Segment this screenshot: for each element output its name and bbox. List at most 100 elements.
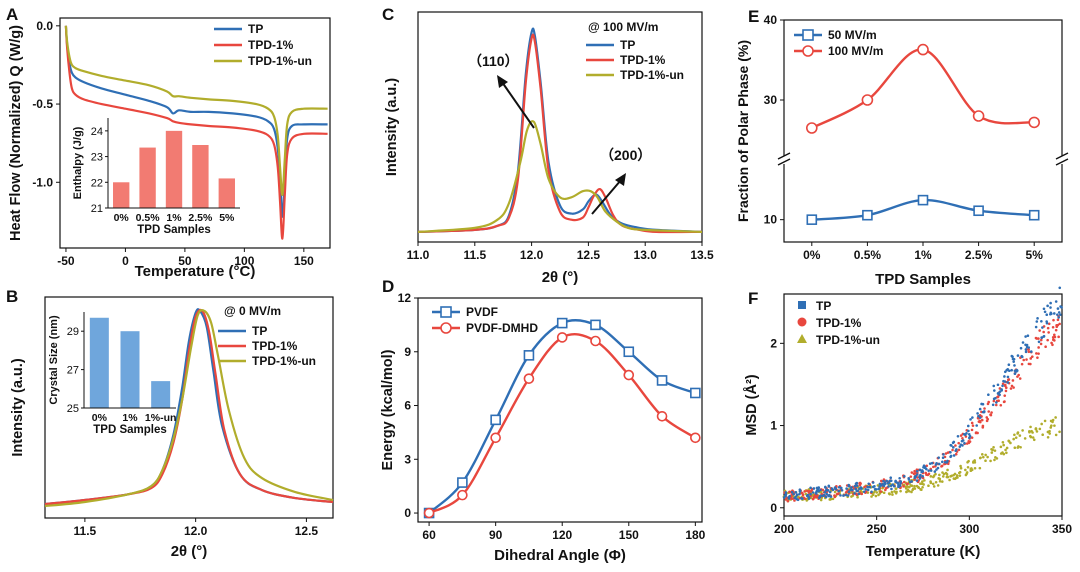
panel-a: -50 0 50 100 150 0.0 -0.5 -1.0 Temperature (°C) H… bbox=[6, 5, 331, 280]
legend-entry: TPD-1% bbox=[252, 339, 298, 353]
data-point bbox=[490, 414, 501, 426]
panel-b-x-tick-label: 11.5 bbox=[74, 524, 97, 538]
scatter-point bbox=[854, 487, 858, 491]
scatter-point bbox=[967, 459, 970, 463]
scatter-point bbox=[1003, 383, 1007, 387]
scatter-point bbox=[868, 485, 872, 489]
panel-e-y-axis-label: Fraction of Polar Phase (%) bbox=[735, 40, 751, 222]
scatter-point bbox=[827, 485, 831, 488]
scatter-point bbox=[942, 453, 945, 456]
panel-b-x-tick-label: 12.0 bbox=[184, 524, 208, 538]
scatter-point bbox=[959, 443, 963, 446]
inset-x-tick-label: 1% bbox=[122, 412, 138, 424]
scatter-point bbox=[929, 475, 933, 478]
scatter-point bbox=[1039, 342, 1043, 346]
scatter-point bbox=[1035, 430, 1039, 433]
scatter-point bbox=[976, 412, 979, 415]
scatter-point bbox=[860, 487, 863, 490]
panel-b-x-tick-label: 12.5 bbox=[295, 524, 319, 538]
scatter-point bbox=[1046, 326, 1050, 330]
scatter-point bbox=[1003, 375, 1006, 378]
legend-marker bbox=[802, 29, 814, 41]
data-point bbox=[973, 205, 984, 217]
scatter-point bbox=[999, 445, 1003, 449]
scatter-point bbox=[784, 492, 788, 496]
scatter-point bbox=[874, 494, 878, 498]
scatter-point bbox=[915, 479, 919, 482]
scatter-point bbox=[829, 498, 832, 501]
scatter-point bbox=[866, 485, 870, 489]
scatter-point bbox=[830, 487, 834, 490]
series-line-TPD-1% bbox=[64, 25, 328, 240]
data-point bbox=[1028, 116, 1040, 129]
scatter-point bbox=[844, 493, 848, 497]
scatter-point bbox=[952, 454, 956, 457]
scatter-point bbox=[940, 464, 944, 468]
scatter-point bbox=[864, 490, 868, 493]
scatter-point bbox=[847, 490, 851, 494]
scatter-point bbox=[1045, 321, 1049, 325]
scatter-point bbox=[904, 487, 908, 490]
axis-break-gap bbox=[778, 156, 790, 164]
scatter-point bbox=[907, 490, 911, 493]
scatter-point bbox=[941, 460, 944, 464]
scatter-point bbox=[815, 486, 819, 490]
scatter-point bbox=[803, 497, 807, 501]
panel-c-letter: C bbox=[382, 5, 394, 24]
panel-d-x-tick-label: 90 bbox=[489, 528, 503, 542]
scatter-point bbox=[1037, 337, 1040, 340]
data-point bbox=[656, 410, 668, 422]
inset-x-axis-label: TPD Samples bbox=[137, 224, 211, 236]
scatter-point bbox=[997, 399, 1000, 402]
scatter-point bbox=[817, 489, 821, 493]
scatter-point bbox=[1054, 328, 1058, 332]
scatter-point bbox=[873, 487, 877, 491]
scatter-point bbox=[1047, 331, 1050, 334]
scatter-point bbox=[842, 494, 845, 497]
scatter-point bbox=[1049, 306, 1052, 309]
scatter-point bbox=[1029, 357, 1033, 360]
scatter-point bbox=[963, 432, 966, 436]
panel-e-x-tick-label: 0% bbox=[803, 248, 821, 262]
panel-a-y-axis-label: Heat Flow (Normalized) Q (W/g) bbox=[8, 25, 24, 241]
scatter-point bbox=[849, 488, 852, 492]
scatter-point bbox=[1036, 356, 1039, 359]
scatter-point bbox=[884, 482, 887, 486]
scatter-point bbox=[1058, 322, 1061, 326]
panel-f: 200 250 300 350 0 1 2 Temperature (K) MSD (Å²) F T… bbox=[743, 286, 1072, 560]
scatter-point bbox=[1050, 341, 1053, 345]
scatter-point bbox=[993, 458, 996, 462]
scatter-point bbox=[1056, 318, 1060, 322]
scatter-point bbox=[936, 466, 940, 470]
scatter-point bbox=[811, 491, 815, 494]
scatter-point bbox=[858, 487, 861, 490]
scatter-point bbox=[976, 431, 979, 435]
scatter-point bbox=[1027, 348, 1030, 351]
scatter-point bbox=[944, 471, 948, 475]
scatter-point bbox=[927, 484, 930, 488]
scatter-point bbox=[953, 472, 957, 476]
scatter-point bbox=[1027, 350, 1031, 354]
panel-a-x-tick-label: 0 bbox=[122, 254, 129, 268]
scatter-point bbox=[805, 489, 809, 493]
scatter-point bbox=[812, 487, 816, 490]
data-point bbox=[590, 335, 601, 347]
scatter-point bbox=[1035, 320, 1039, 323]
scatter-point bbox=[890, 490, 894, 494]
scatter-point bbox=[978, 420, 982, 424]
panel-c-y-axis-label: Intensity (a.u.) bbox=[384, 78, 400, 176]
scatter-point bbox=[850, 495, 853, 498]
data-point bbox=[423, 507, 435, 519]
scatter-point bbox=[1012, 360, 1015, 363]
scatter-point bbox=[992, 445, 995, 449]
scatter-point bbox=[1031, 436, 1035, 439]
scatter-point bbox=[1001, 382, 1005, 386]
scatter-point bbox=[871, 485, 875, 489]
scatter-point bbox=[964, 473, 968, 477]
scatter-point bbox=[811, 493, 815, 497]
scatter-point bbox=[934, 472, 937, 476]
panel-d-x-tick-label: 60 bbox=[422, 528, 436, 542]
scatter-point bbox=[903, 475, 906, 478]
scatter-point bbox=[984, 459, 987, 463]
inset-y-tick-label: 22 bbox=[91, 177, 103, 189]
